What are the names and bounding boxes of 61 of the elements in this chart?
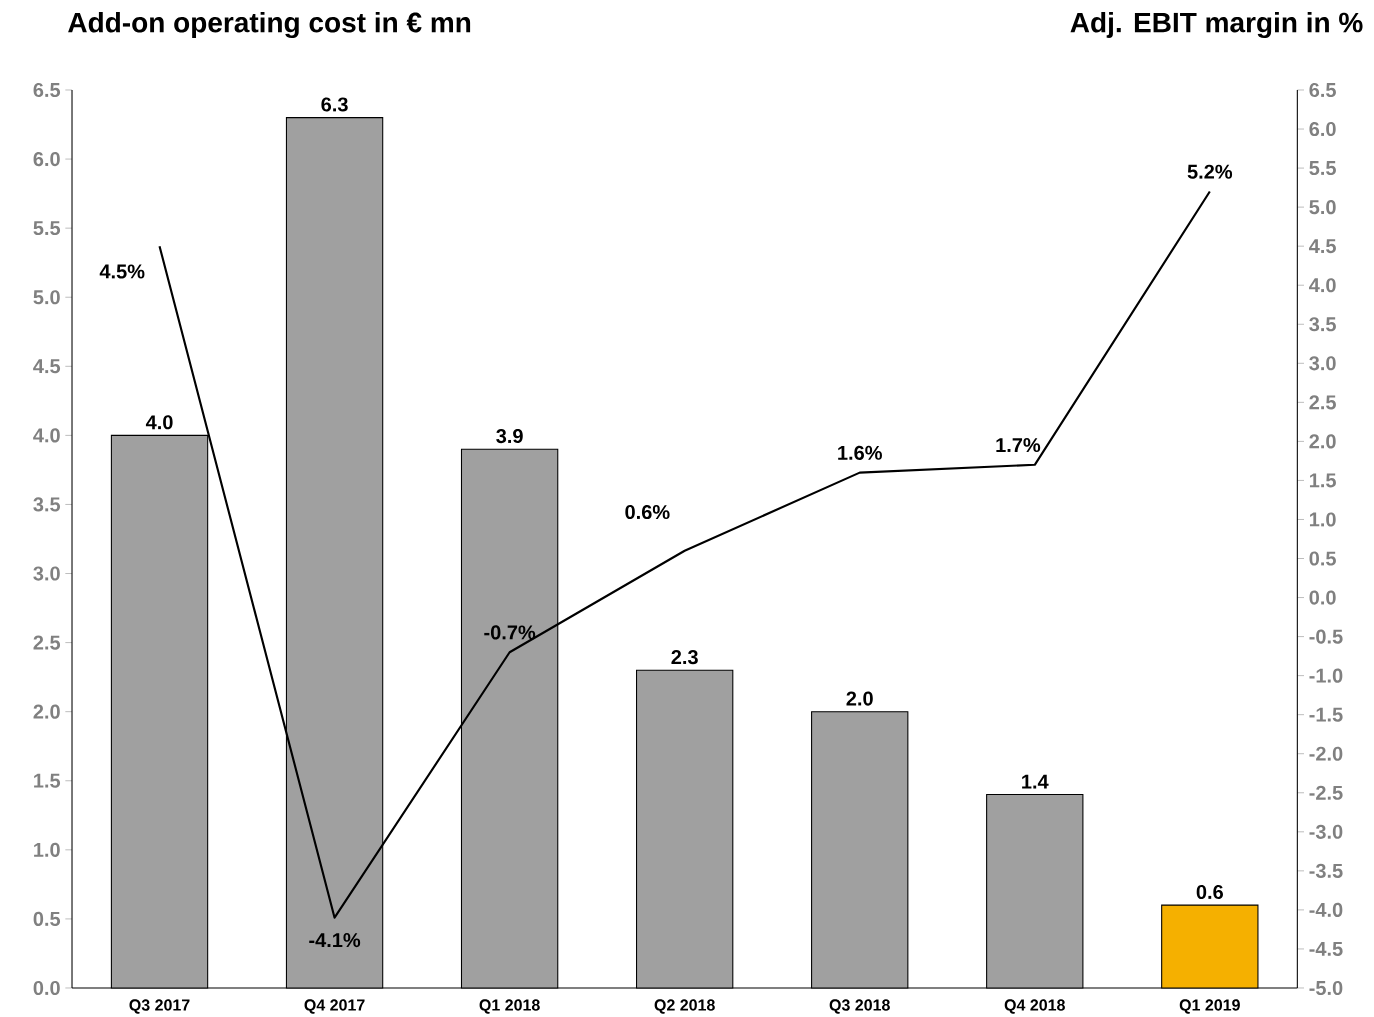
y2-tick-label: -5.0 xyxy=(1309,980,1343,996)
y2-tick-label: 3.5 xyxy=(1309,317,1336,332)
y2-tick-label: -1.0 xyxy=(1309,668,1343,683)
x-tick-label: Q2 2018 xyxy=(654,999,715,1014)
y-tick-label: 0.5 xyxy=(33,911,61,926)
y2-tick-label: 0.5 xyxy=(1309,551,1336,566)
y2-tick-label: 4.5 xyxy=(1309,239,1336,254)
y2-tick-label: 2.0 xyxy=(1309,434,1336,449)
y2-tick-label: -4.5 xyxy=(1309,941,1343,956)
y-axis-title: Add-on operating cost in € mn xyxy=(68,11,471,39)
y2-tick-label: 0.0 xyxy=(1309,590,1336,605)
x-tick-label: Q3 2018 xyxy=(829,999,890,1014)
data-label: 0.6% xyxy=(625,504,670,520)
x-tick-label: Q4 2018 xyxy=(1004,999,1065,1014)
y-tick-label: 0.0 xyxy=(33,980,60,996)
y2-tick-label: -2.0 xyxy=(1309,746,1343,761)
y-tick-label: 6.0 xyxy=(33,151,60,167)
x-tick-label: Q1 2019 xyxy=(1179,999,1240,1014)
y2-tick-label: -1.5 xyxy=(1309,707,1343,722)
y-tick-label: 4.0 xyxy=(33,428,60,443)
y-tick-label: 3.0 xyxy=(33,566,60,581)
y-tick-label: 4.5 xyxy=(33,359,61,374)
y-tick-label: 2.5 xyxy=(33,635,61,650)
y2-tick-label: -3.5 xyxy=(1309,863,1343,878)
data-label: 2.0 xyxy=(846,691,873,706)
y2-tick-label: 6.0 xyxy=(1309,121,1336,137)
data-label: 4.5% xyxy=(99,264,145,279)
data-label: 4.0 xyxy=(145,415,173,430)
data-label: 0.6 xyxy=(1196,884,1223,900)
data-label: 1.4 xyxy=(1022,774,1049,789)
data-label: 5.2% xyxy=(1187,164,1233,179)
data-label: 1.6% xyxy=(838,445,882,460)
y2-tick-label: -4.0 xyxy=(1309,902,1343,917)
data-label: 2.3 xyxy=(671,650,698,665)
x-tick-label: Q1 2018 xyxy=(479,999,540,1014)
y2-tick-label: 4.0 xyxy=(1309,278,1336,293)
y-tick-label: 3.5 xyxy=(33,497,61,512)
data-label: 6.3 xyxy=(321,97,348,112)
y2-tick-label: -3.0 xyxy=(1309,824,1343,839)
y-tick-label: 1.0 xyxy=(34,842,60,857)
data-label: 1.7% xyxy=(996,438,1041,453)
y-tick-label: 2.0 xyxy=(33,704,60,719)
y2-tick-label: 1.5 xyxy=(1309,473,1336,488)
data-label: -0.7% xyxy=(484,625,536,640)
y2-tick-label: 3.0 xyxy=(1309,356,1336,371)
y2-tick-label: 5.0 xyxy=(1309,200,1336,215)
data-label: -4.1% xyxy=(309,933,361,948)
x-tick-label: Q4 2017 xyxy=(304,999,365,1014)
y-tick-label: 5.0 xyxy=(33,290,60,305)
y2-tick-label: 2.5 xyxy=(1309,395,1336,410)
y2-tick-label: 6.5 xyxy=(1309,82,1336,98)
y-tick-label: 5.5 xyxy=(33,221,61,236)
y2-tick-label: -0.5 xyxy=(1309,629,1343,644)
y2-tick-label: 5.5 xyxy=(1309,161,1336,176)
y2-tick-label: 1.0 xyxy=(1309,512,1336,527)
y-tick-label: 1.5 xyxy=(34,773,61,788)
x-tick-label: Q3 2017 xyxy=(129,999,190,1014)
y2-axis-title: Adj. EBIT margin in % xyxy=(1070,11,1363,39)
data-label: 3.9 xyxy=(496,428,523,444)
y-tick-label: 6.5 xyxy=(33,82,61,98)
y2-tick-label: -2.5 xyxy=(1309,785,1343,800)
